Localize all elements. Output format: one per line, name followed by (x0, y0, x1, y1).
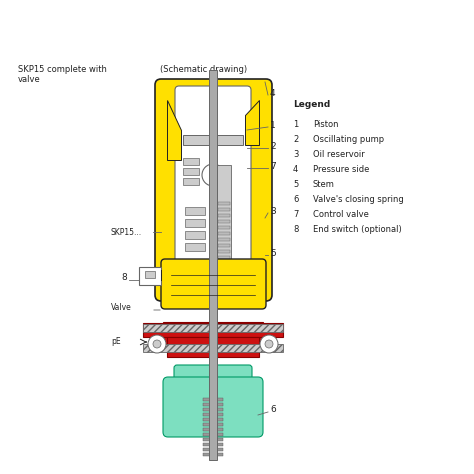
Bar (218, 256, 230, 259)
Text: 6: 6 (270, 405, 276, 414)
Bar (218, 250, 230, 253)
Bar (218, 202, 230, 205)
Bar (185, 243, 205, 251)
Text: End switch (optional): End switch (optional) (313, 225, 402, 234)
Text: 5: 5 (270, 248, 276, 257)
Bar (185, 231, 205, 239)
Bar (203, 418, 223, 421)
Polygon shape (167, 100, 181, 160)
Text: (Schematic drawing): (Schematic drawing) (160, 65, 247, 74)
Bar (203, 438, 223, 441)
Text: Valve's closing spring: Valve's closing spring (313, 195, 404, 204)
Bar (183, 178, 199, 185)
Text: 2: 2 (270, 142, 275, 151)
Bar (203, 443, 223, 446)
Bar (183, 158, 199, 165)
Bar (218, 238, 230, 241)
Bar (217, 165, 231, 260)
Bar (185, 219, 205, 227)
Bar (218, 226, 230, 229)
Bar (139, 267, 161, 285)
Bar (203, 428, 223, 431)
Bar (185, 207, 205, 215)
Circle shape (153, 340, 161, 348)
Bar (203, 403, 223, 406)
Bar (203, 448, 223, 451)
Text: 1: 1 (293, 120, 298, 129)
Circle shape (202, 164, 224, 186)
Text: 4: 4 (293, 165, 298, 174)
Bar (183, 168, 199, 175)
Text: 7: 7 (293, 210, 298, 219)
Text: Oscillating pump: Oscillating pump (313, 135, 384, 144)
Text: Piston: Piston (313, 120, 338, 129)
Text: 7: 7 (270, 162, 276, 171)
Text: Control valve: Control valve (313, 210, 369, 219)
FancyBboxPatch shape (163, 377, 263, 437)
FancyBboxPatch shape (174, 365, 252, 401)
Bar (203, 408, 223, 411)
Bar (203, 423, 223, 426)
Text: Pressure side: Pressure side (313, 165, 369, 174)
Bar (167, 337, 259, 357)
Text: 8: 8 (121, 273, 127, 283)
Bar (203, 433, 223, 436)
Text: Stem: Stem (313, 180, 335, 189)
Text: 5: 5 (293, 180, 298, 189)
Polygon shape (245, 100, 259, 145)
FancyBboxPatch shape (155, 79, 272, 301)
Text: Valve: Valve (111, 302, 132, 311)
Bar (218, 220, 230, 223)
Text: 1: 1 (270, 120, 276, 129)
FancyBboxPatch shape (161, 259, 266, 309)
Bar (218, 214, 230, 217)
Bar (145, 271, 155, 278)
Text: 3: 3 (293, 150, 298, 159)
Circle shape (260, 335, 278, 353)
Bar (218, 232, 230, 235)
Bar (183, 135, 243, 145)
Text: 8: 8 (293, 225, 298, 234)
Circle shape (148, 335, 166, 353)
Text: SKP15 complete with
valve: SKP15 complete with valve (18, 65, 107, 84)
Bar (218, 244, 230, 247)
Circle shape (265, 340, 273, 348)
Text: 3: 3 (270, 207, 276, 216)
Bar (143, 344, 283, 352)
Bar (203, 413, 223, 416)
Text: 4: 4 (270, 89, 275, 98)
Bar (218, 208, 230, 211)
Text: 2: 2 (293, 135, 298, 144)
Bar (203, 453, 223, 456)
Bar (209, 70, 217, 460)
Bar (163, 322, 263, 350)
Text: pE: pE (111, 337, 120, 346)
Circle shape (210, 173, 216, 177)
Bar (143, 323, 283, 337)
Text: Oil reservoir: Oil reservoir (313, 150, 365, 159)
Bar (203, 398, 223, 401)
Text: SKP15...: SKP15... (111, 228, 142, 237)
Bar (143, 324, 283, 332)
Text: 6: 6 (293, 195, 298, 204)
FancyBboxPatch shape (175, 86, 251, 289)
Text: Legend: Legend (293, 100, 330, 109)
